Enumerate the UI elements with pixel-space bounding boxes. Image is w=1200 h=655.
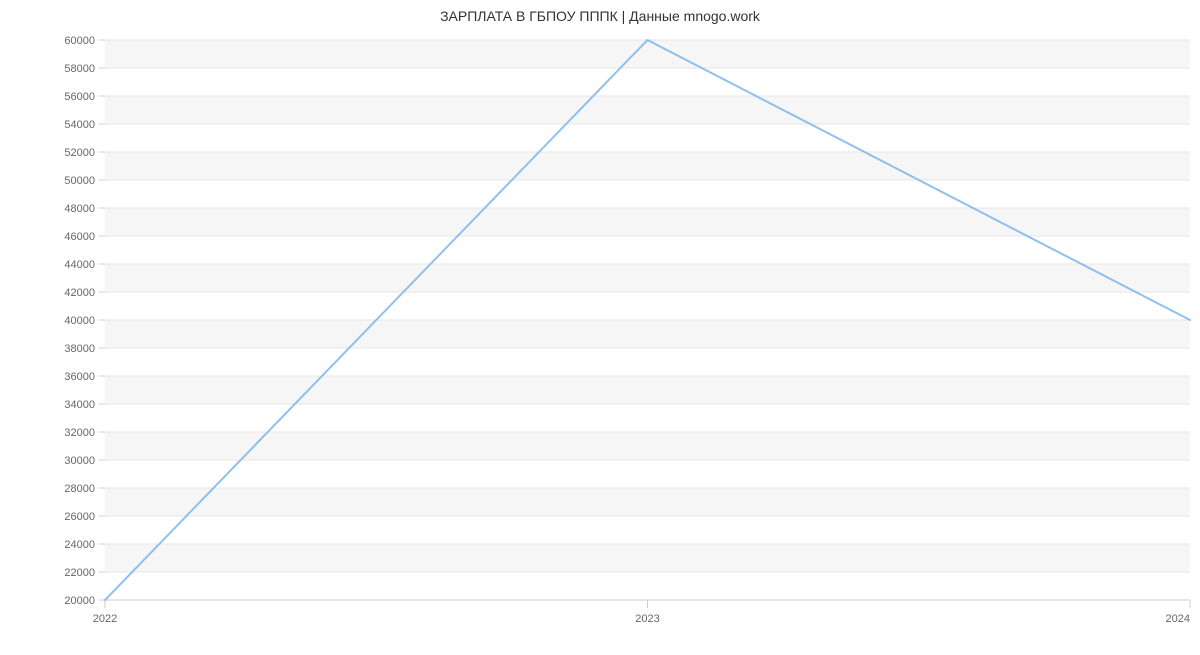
y-tick-label: 20000 (64, 595, 95, 607)
y-tick-label: 60000 (64, 35, 95, 47)
x-tick-label: 2023 (635, 613, 659, 625)
y-tick-label: 26000 (64, 511, 95, 523)
y-tick-label: 30000 (64, 455, 95, 467)
y-tick-label: 44000 (64, 259, 95, 271)
y-tick-label: 58000 (64, 63, 95, 75)
salary-line-chart: 20000 22000 24000 26000 28000 30000 32000 34000… (0, 0, 1200, 650)
y-tick-label: 32000 (64, 427, 95, 439)
plot-band (105, 208, 1190, 236)
y-tick-label: 42000 (64, 287, 95, 299)
plot-band (105, 40, 1190, 68)
y-tick-label: 40000 (64, 315, 95, 327)
plot-band (105, 264, 1190, 292)
y-tick-label: 46000 (64, 231, 95, 243)
plot-band (105, 544, 1190, 572)
plot-band (105, 432, 1190, 460)
y-tick-label: 48000 (64, 203, 95, 215)
y-tick-label: 28000 (64, 483, 95, 495)
y-tick-label: 50000 (64, 175, 95, 187)
y-tick-label: 34000 (64, 399, 95, 411)
y-tick-label: 22000 (64, 567, 95, 579)
plot-band (105, 488, 1190, 516)
y-tick-label: 56000 (64, 91, 95, 103)
y-tick-label: 38000 (64, 343, 95, 355)
y-tick-label: 54000 (64, 119, 95, 131)
y-tick-label: 24000 (64, 539, 95, 551)
plot-band (105, 376, 1190, 404)
y-tick-label: 52000 (64, 147, 95, 159)
plot-band (105, 152, 1190, 180)
plot-band (105, 96, 1190, 124)
plot-band (105, 320, 1190, 348)
x-tick-label: 2022 (93, 613, 117, 625)
x-tick-label: 2024 (1166, 613, 1190, 625)
y-tick-label: 36000 (64, 371, 95, 383)
